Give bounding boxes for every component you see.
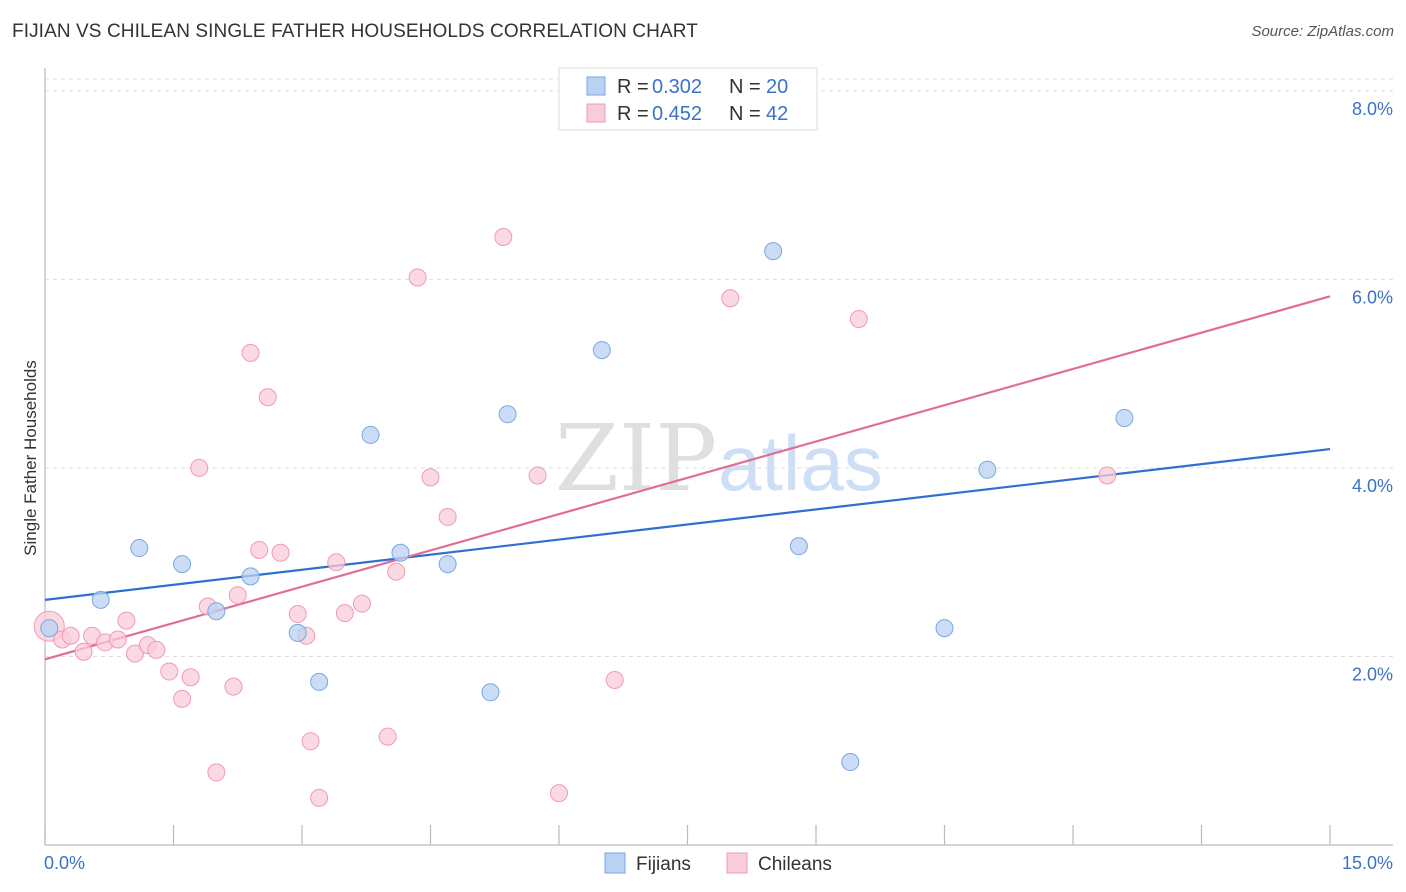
- series-legend-label-chileans: Chileans: [758, 854, 832, 875]
- point-fijians-0: [40, 619, 59, 638]
- legend-swatch-chileans: [586, 103, 606, 123]
- legend-chileans-n-value: 42: [766, 103, 788, 125]
- y-tick-label-1: 4.0%: [1352, 476, 1393, 496]
- point-chileans-2: [61, 626, 80, 645]
- point-chileans-14: [190, 458, 209, 477]
- point-fijians-6: [288, 623, 307, 642]
- watermark-atlas: atlas: [718, 419, 883, 507]
- point-chileans-35: [494, 227, 513, 246]
- chart-title: FIJIAN VS CHILEAN SINGLE FATHER HOUSEHOL…: [12, 21, 698, 42]
- point-fijians-8: [361, 425, 380, 444]
- point-chileans-10: [147, 640, 166, 659]
- legend-fijians-n-label: N =: [729, 76, 761, 98]
- point-chileans-20: [250, 540, 269, 559]
- point-chileans-34: [438, 507, 457, 526]
- point-fijians-16: [841, 753, 860, 772]
- point-fijians-13: [592, 341, 611, 360]
- watermark: ZIP atlas: [555, 405, 883, 512]
- series-legend-swatch-fijians: [604, 852, 626, 874]
- legend-chileans-r-value: 0.452: [652, 103, 702, 125]
- point-fijians-18: [978, 460, 997, 479]
- legend-fijians-r-value: 0.302: [652, 76, 702, 98]
- chart-source: Source: ZipAtlas.com: [1251, 23, 1394, 40]
- point-chileans-30: [378, 727, 397, 746]
- y-tick-label-2: 6.0%: [1352, 287, 1393, 307]
- series-legend-label-fijians: Fijians: [636, 854, 691, 875]
- data-points: [33, 227, 1134, 807]
- point-fijians-5: [241, 567, 260, 586]
- point-chileans-33: [421, 468, 440, 487]
- legend-chileans-n-label: N =: [729, 103, 761, 125]
- point-chileans-17: [224, 677, 243, 696]
- point-chileans-29: [352, 594, 371, 613]
- point-chileans-16: [207, 763, 226, 782]
- point-chileans-6: [108, 630, 127, 649]
- x-tick-label-min: 0.0%: [44, 853, 85, 873]
- point-chileans-21: [258, 388, 277, 407]
- point-chileans-37: [550, 784, 568, 803]
- point-chileans-18: [228, 586, 247, 605]
- point-chileans-12: [173, 689, 192, 708]
- point-fijians-10: [438, 555, 457, 574]
- point-chileans-40: [849, 309, 868, 328]
- y-tick-label-0: 2.0%: [1352, 664, 1393, 684]
- legend-swatch-fijians: [586, 76, 606, 96]
- legend-fijians-r-label: R =: [617, 76, 649, 98]
- point-fijians-2: [130, 539, 149, 558]
- x-tick-label-max: 15.0%: [1342, 853, 1393, 873]
- point-chileans-28: [335, 604, 354, 623]
- point-fijians-4: [207, 602, 226, 621]
- point-chileans-36: [528, 466, 547, 485]
- point-chileans-39: [721, 289, 740, 308]
- point-chileans-38: [605, 671, 624, 690]
- point-chileans-23: [288, 605, 307, 624]
- point-fijians-14: [764, 242, 783, 261]
- point-fijians-15: [789, 537, 808, 556]
- point-fijians-1: [91, 590, 110, 609]
- point-chileans-8: [125, 644, 144, 663]
- point-chileans-3: [74, 642, 93, 661]
- point-fijians-19: [1115, 408, 1134, 427]
- trend-lines: [44, 295, 1331, 661]
- point-chileans-27: [327, 553, 346, 572]
- point-chileans-7: [117, 611, 136, 630]
- point-fijians-9: [391, 543, 410, 562]
- point-chileans-31: [387, 562, 406, 581]
- series-legend-swatch-chileans: [726, 852, 748, 874]
- point-chileans-32: [408, 268, 427, 287]
- point-chileans-19: [241, 343, 260, 362]
- y-axis-label: Single Father Households: [21, 360, 40, 556]
- y-tick-label-3: 8.0%: [1352, 99, 1393, 119]
- point-chileans-26: [310, 788, 329, 807]
- point-chileans-41: [1098, 466, 1117, 485]
- point-chileans-25: [301, 732, 320, 751]
- legend-chileans-r-label: R =: [617, 103, 649, 125]
- point-fijians-11: [481, 683, 500, 702]
- point-chileans-13: [181, 668, 200, 687]
- y-tick-labels: 2.0% 4.0% 6.0% 8.0%: [1352, 99, 1393, 685]
- point-chileans-11: [160, 662, 179, 681]
- axes: [44, 68, 1393, 846]
- point-fijians-17: [935, 619, 954, 638]
- series-legend: Fijians Chileans: [604, 852, 832, 875]
- point-fijians-12: [498, 405, 517, 424]
- stats-legend: R = 0.302 N = 20 R = 0.452 N = 42: [558, 67, 818, 131]
- legend-fijians-n-value: 20: [766, 76, 788, 98]
- watermark-zip: ZIP: [555, 405, 717, 512]
- point-fijians-3: [173, 555, 192, 574]
- trend-line-chileans: [44, 295, 1331, 661]
- point-chileans-22: [271, 543, 290, 562]
- point-fijians-7: [310, 672, 329, 691]
